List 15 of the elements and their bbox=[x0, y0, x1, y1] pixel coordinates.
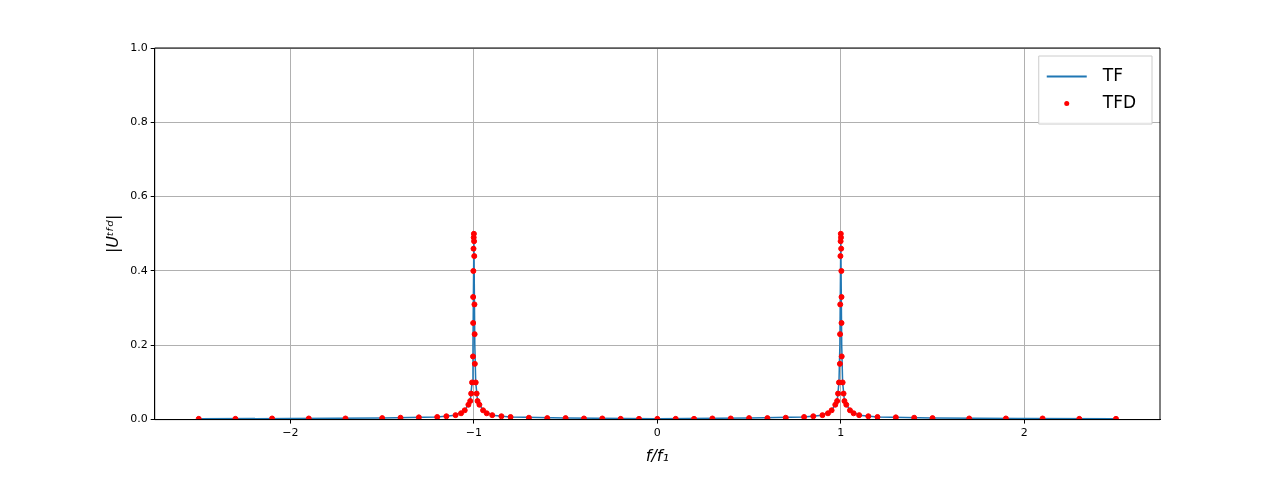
text: TFD bbox=[1101, 91, 1137, 112]
y-tick-label: 0.0 bbox=[130, 412, 148, 426]
x-tick-label: 2 bbox=[1020, 426, 1028, 440]
x-axis-title: f/f₁ bbox=[645, 445, 669, 465]
y-tick-label: 0.4 bbox=[130, 263, 148, 277]
y-tick-label: 0.2 bbox=[130, 338, 148, 352]
legend-label: TF bbox=[1101, 64, 1123, 85]
y-tick-label: 1.0 bbox=[130, 40, 148, 54]
x-tick-label: −1 bbox=[465, 426, 483, 440]
y-tick-label: 0.8 bbox=[130, 115, 148, 129]
x-tick-label: −2 bbox=[282, 426, 299, 440]
x-tick-label: 0 bbox=[653, 426, 661, 440]
y-axis-title: |Uᵗᶠᵈ| bbox=[102, 214, 122, 254]
x-tick-label: 1 bbox=[837, 426, 845, 440]
y-tick-label: 0.6 bbox=[130, 189, 148, 203]
